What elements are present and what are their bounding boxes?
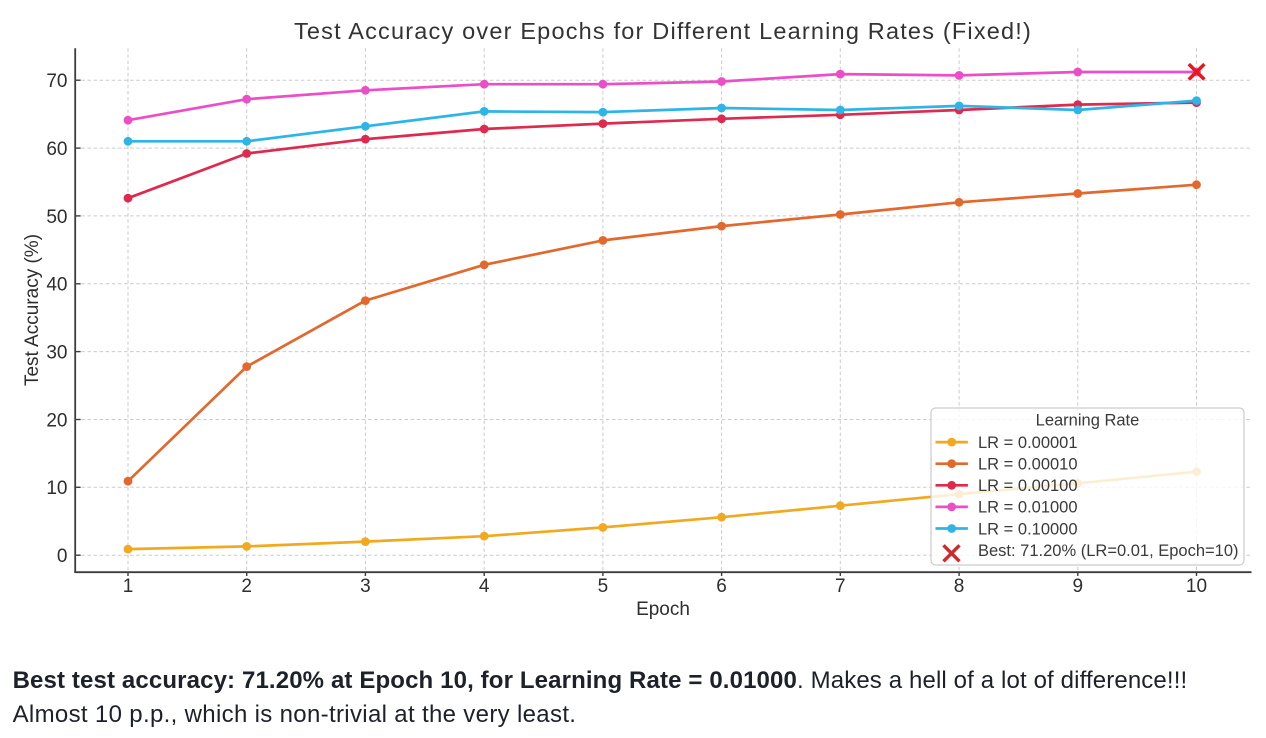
- svg-text:LR = 0.01000: LR = 0.01000: [978, 499, 1078, 517]
- svg-text:LR = 0.00010: LR = 0.00010: [978, 456, 1078, 474]
- svg-text:Test Accuracy (%): Test Accuracy (%): [22, 234, 43, 386]
- svg-text:Test Accuracy over Epochs for: Test Accuracy over Epochs for Different …: [294, 18, 1032, 44]
- svg-text:70: 70: [46, 71, 67, 92]
- svg-text:4: 4: [479, 576, 490, 597]
- svg-text:Learning Rate: Learning Rate: [1036, 412, 1140, 430]
- svg-text:10: 10: [1186, 576, 1207, 597]
- svg-text:8: 8: [954, 576, 965, 597]
- svg-text:30: 30: [46, 343, 67, 364]
- svg-text:0: 0: [57, 546, 68, 567]
- svg-text:LR = 0.10000: LR = 0.10000: [978, 520, 1078, 538]
- svg-text:LR = 0.00001: LR = 0.00001: [978, 434, 1078, 452]
- svg-text:3: 3: [360, 576, 371, 597]
- svg-text:20: 20: [46, 410, 67, 431]
- svg-text:10: 10: [46, 478, 67, 499]
- svg-text:1: 1: [123, 576, 134, 597]
- svg-text:Best: 71.20% (LR=0.01, Epoch=1: Best: 71.20% (LR=0.01, Epoch=10): [978, 542, 1239, 560]
- svg-text:60: 60: [46, 139, 67, 160]
- svg-text:6: 6: [716, 576, 727, 597]
- svg-text:LR = 0.00100: LR = 0.00100: [978, 477, 1078, 495]
- svg-text:7: 7: [835, 576, 846, 597]
- svg-text:40: 40: [46, 275, 67, 296]
- svg-text:50: 50: [46, 207, 67, 228]
- svg-text:9: 9: [1073, 576, 1084, 597]
- svg-text:5: 5: [598, 576, 609, 597]
- svg-text:2: 2: [241, 576, 252, 597]
- svg-text:Epoch: Epoch: [636, 599, 690, 620]
